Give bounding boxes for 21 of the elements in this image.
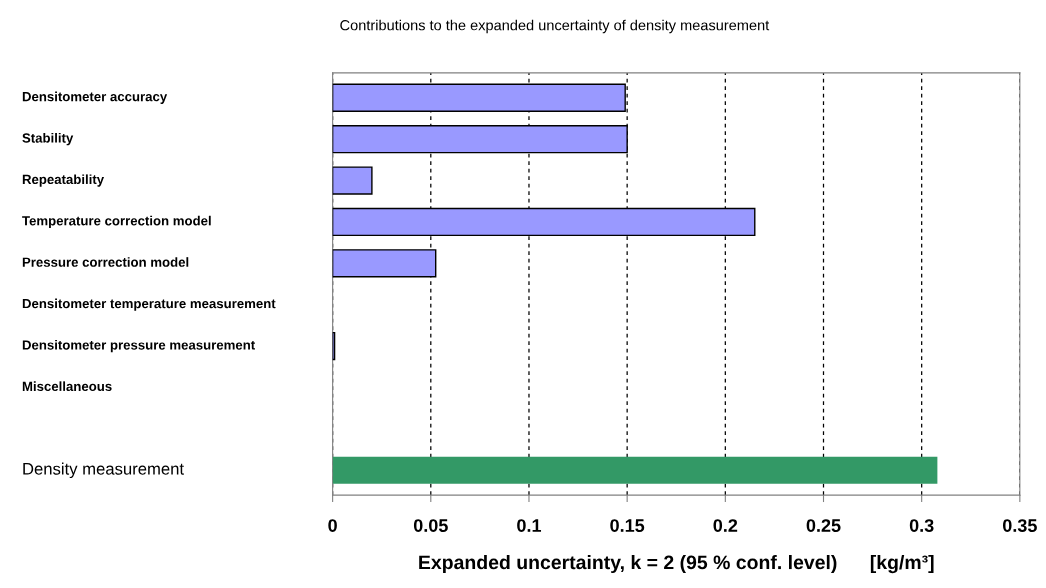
bar <box>332 456 938 484</box>
bar <box>332 166 373 195</box>
y-tick-label: Pressure correction model <box>22 257 189 267</box>
x-tick-label: 0 <box>328 519 337 532</box>
chart-title: Contributions to the expanded uncertainty of density measurement <box>340 19 770 34</box>
x-tick-label: 0.3 <box>909 519 934 532</box>
x-tick-label: 0.15 <box>610 519 645 532</box>
y-tick-label: Densitometer temperature measurement <box>22 298 276 311</box>
x-tick-label: 0.35 <box>1002 519 1037 532</box>
y-tick-label: Temperature correction model <box>22 215 211 229</box>
y-tick-label: Densitometer pressure measurement <box>22 339 255 353</box>
y-tick-label: Repeatability <box>22 174 105 187</box>
y-tick-label: Stability <box>22 132 74 146</box>
y-tick-label: Density measurement <box>23 462 184 479</box>
x-axis-title: Expanded uncertainty, k = 2 (95 % conf. level) [kg/m³] <box>419 554 934 574</box>
x-tick-label: 0.05 <box>413 519 448 532</box>
y-tick-label: Miscellaneous <box>22 381 112 392</box>
x-tick-label: 0.2 <box>713 519 738 532</box>
x-tick-label: 0.1 <box>517 519 542 532</box>
y-tick-label: Densitometer accuracy <box>22 91 168 104</box>
x-tick-label: 0.25 <box>806 519 841 532</box>
